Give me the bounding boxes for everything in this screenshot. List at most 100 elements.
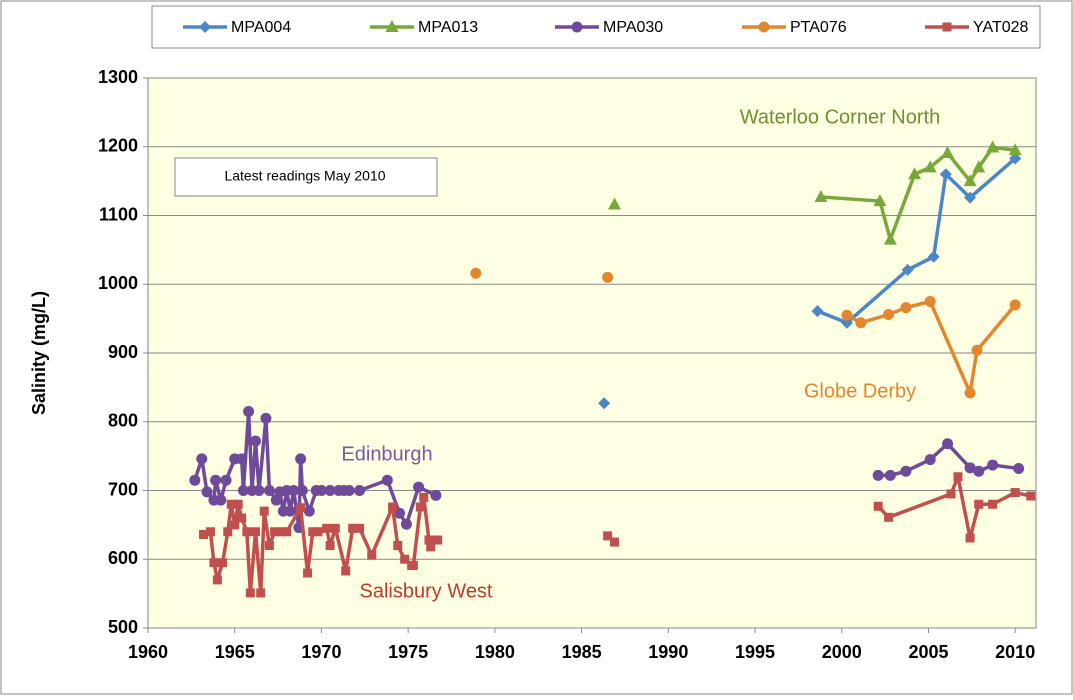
data-point [324,485,336,496]
data-point [470,267,482,279]
data-point [941,145,955,158]
data-point [250,435,262,447]
data-point [199,530,208,539]
data-point [296,485,308,496]
annotation-box [174,157,438,197]
data-point [923,160,937,173]
data-point [315,485,327,496]
data-point [608,197,622,210]
data-point [233,499,243,509]
data-point [242,527,252,537]
x-tick-label: 1965 [215,642,255,662]
data-point [987,459,999,471]
y-axis-label: Salinity (mg/L) [29,291,49,415]
x-tick-label: 2005 [908,642,948,662]
data-point [288,485,300,496]
legend-marker [942,22,952,32]
data-point [295,453,307,465]
x-tick-label: 1960 [128,642,168,662]
data-point [220,474,232,486]
data-point [908,167,922,180]
x-tick-label: 2010 [995,642,1035,662]
data-point [210,474,222,486]
data-point [872,469,884,481]
data-point [253,485,265,496]
data-point [873,501,883,511]
y-tick-label: 800 [108,411,138,431]
x-tick-label: 1985 [562,642,602,662]
data-point [388,502,398,512]
data-point [237,513,247,523]
data-point [277,527,287,537]
legend-label: PTA076 [790,19,847,36]
data-point [263,485,275,496]
data-point [884,512,894,522]
data-point [189,474,201,486]
data-point [855,317,867,329]
data-point [264,541,274,550]
legend-marker [385,20,399,32]
data-point [408,560,418,570]
data-point [972,160,986,173]
data-point [610,537,620,547]
data-point [900,465,912,477]
data-point [313,527,323,537]
data-point [883,232,897,245]
data-point [282,527,292,537]
data-point [953,472,963,482]
annotation: Globe Derby [804,380,916,402]
data-point [924,295,936,307]
x-tick-label: 1995 [735,642,775,662]
data-point [433,535,443,545]
y-tick-label: 700 [108,479,138,499]
data-point [330,523,340,533]
x-tick-label: 1975 [388,642,428,662]
data-point [201,486,213,498]
x-tick-label: 1990 [648,642,688,662]
data-point [900,302,912,314]
data-point [884,469,896,481]
data-point [602,271,614,283]
data-point [964,387,976,399]
data-point [205,527,215,537]
annotation: Salisbury West [359,580,492,602]
data-point [393,541,403,550]
data-point [284,505,296,517]
data-point [243,405,255,417]
data-point [883,309,895,320]
y-tick-label: 900 [108,342,138,362]
data-point [424,535,434,545]
data-point [946,489,956,499]
x-tick-label: 1970 [301,642,341,662]
data-point [413,481,425,493]
y-tick-label: 1300 [98,67,138,87]
data-point [325,541,335,550]
data-point [419,492,429,502]
data-point [1009,152,1022,165]
data-point [226,499,236,509]
data-point [415,502,425,512]
data-point [974,499,984,509]
data-point [971,344,983,356]
data-point [196,453,208,465]
data-point [924,454,936,466]
data-point [367,550,377,560]
annotation: Edinburgh [341,443,432,465]
data-point [354,485,366,496]
data-point [973,465,985,477]
y-tick-label: 500 [108,617,138,637]
data-point [1009,299,1021,311]
legend-marker [758,21,770,33]
y-tick-label: 1200 [98,136,138,156]
data-point [964,462,976,474]
data-point [260,412,272,424]
legend-label: MPA013 [418,19,478,36]
data-point [343,485,355,496]
series-line [820,145,1016,242]
data-point [964,191,977,204]
data-point [430,489,442,501]
data-point [230,520,240,530]
data-point [603,531,613,541]
legend-marker [571,21,583,33]
